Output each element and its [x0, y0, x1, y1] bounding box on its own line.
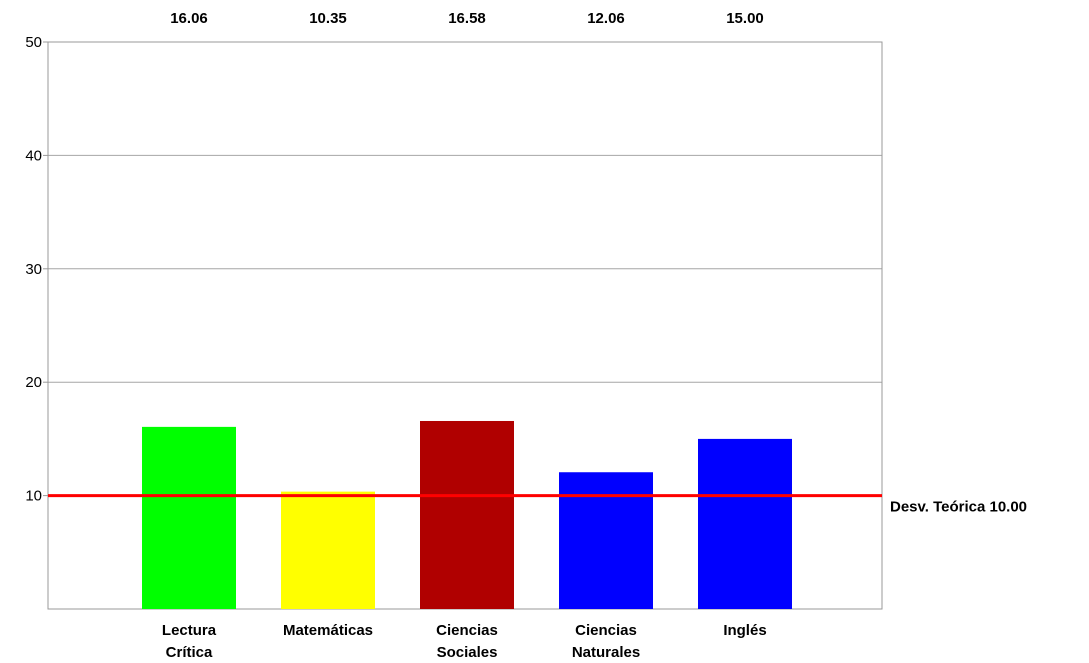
- value-labels: 16.06 10.35 16.58 12.06 15.00: [170, 10, 764, 27]
- value-label: 12.06: [587, 10, 625, 27]
- bar: [559, 472, 653, 609]
- category-label: Inglés: [723, 622, 766, 639]
- value-label: 16.06: [170, 10, 208, 27]
- y-axis-ticks: 10 20 30 40 50: [25, 34, 42, 505]
- category-label: Ciencias: [436, 622, 498, 639]
- category-label: Lectura: [162, 622, 217, 639]
- category-label: Matemáticas: [283, 622, 373, 639]
- y-tick-label: 20: [25, 374, 42, 391]
- bar: [420, 420, 514, 609]
- category-label: Naturales: [572, 644, 640, 661]
- y-tick-label: 50: [25, 34, 42, 51]
- value-label: 15.00: [726, 10, 764, 27]
- category-label: Sociales: [437, 644, 498, 661]
- value-label: 10.35: [309, 10, 347, 27]
- category-label: Ciencias: [575, 622, 637, 639]
- bar: [281, 491, 375, 609]
- bar: [698, 438, 792, 609]
- y-tick-label: 40: [25, 147, 42, 164]
- value-label: 16.58: [448, 10, 486, 27]
- category-labels: Lectura Crítica Matemáticas Ciencias Sociale…: [162, 622, 767, 661]
- bar: [142, 426, 236, 609]
- reference-line-label: Desv. Teórica 10.00: [890, 499, 1027, 516]
- bars: [142, 420, 792, 609]
- y-tick-label: 30: [25, 261, 42, 278]
- category-label: Crítica: [166, 644, 213, 661]
- y-tick-label: 10: [25, 488, 42, 505]
